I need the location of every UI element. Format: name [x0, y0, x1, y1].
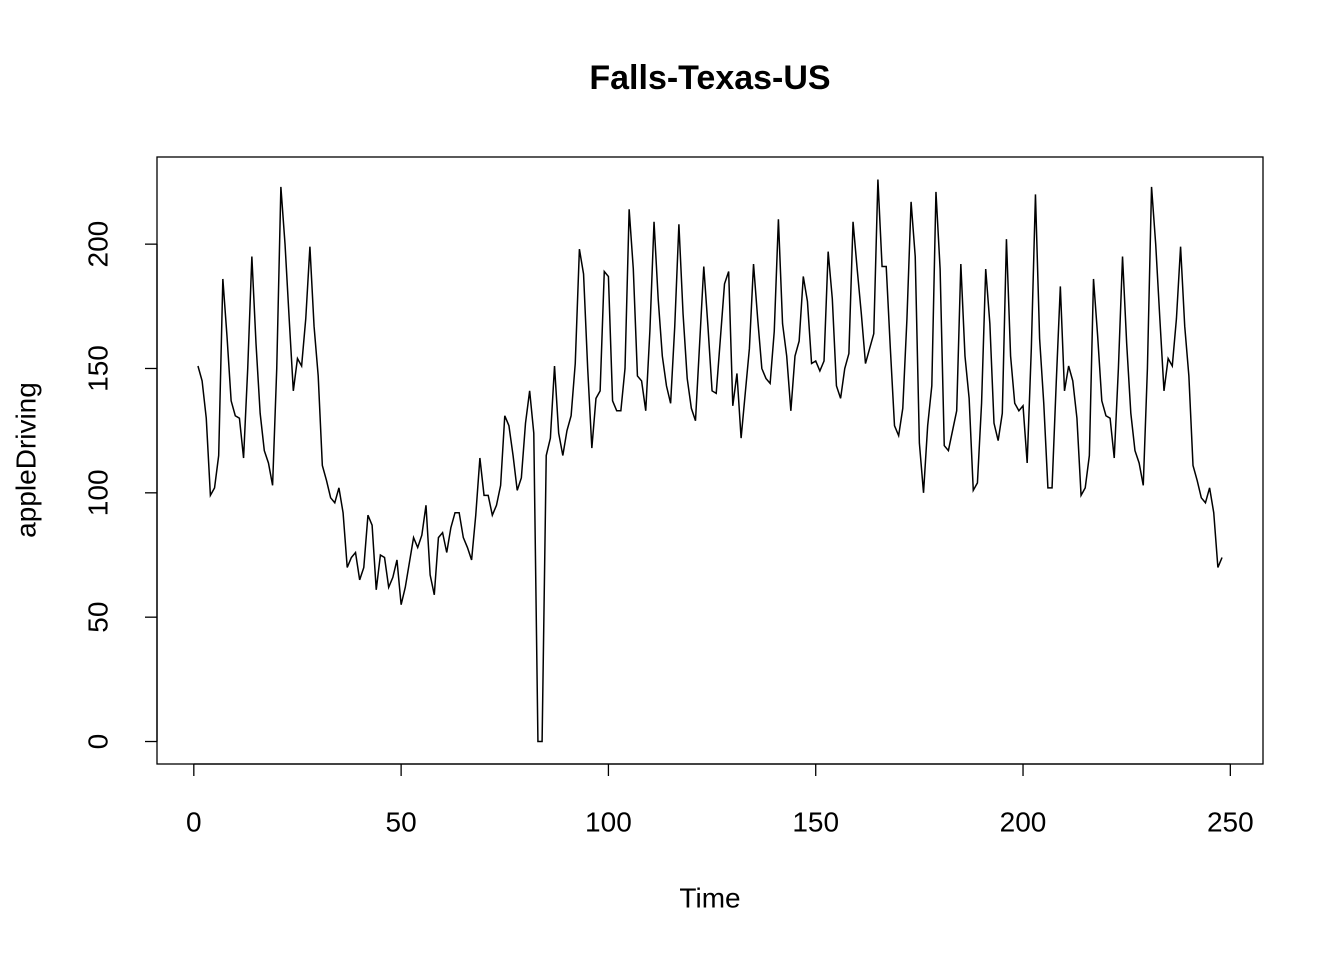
y-tick-label: 0 — [82, 734, 113, 750]
x-tick-label: 0 — [186, 806, 202, 837]
data-line — [197, 179, 1223, 743]
plot-box — [156, 156, 1264, 765]
chart-title: Falls-Texas-US — [589, 59, 830, 97]
x-tick-label: 50 — [386, 806, 417, 837]
x-tick-label: 150 — [792, 806, 839, 837]
x-tick-label: 250 — [1207, 806, 1254, 837]
y-tick-label: 50 — [82, 602, 113, 633]
y-tick-label: 200 — [82, 221, 113, 268]
y-tick-label: 150 — [82, 345, 113, 392]
x-axis-label: Time — [679, 882, 740, 913]
x-tick-label: 100 — [585, 806, 632, 837]
y-tick-label: 100 — [82, 469, 113, 516]
y-axis-label: appleDriving — [10, 382, 41, 538]
x-tick-label: 200 — [1000, 806, 1047, 837]
